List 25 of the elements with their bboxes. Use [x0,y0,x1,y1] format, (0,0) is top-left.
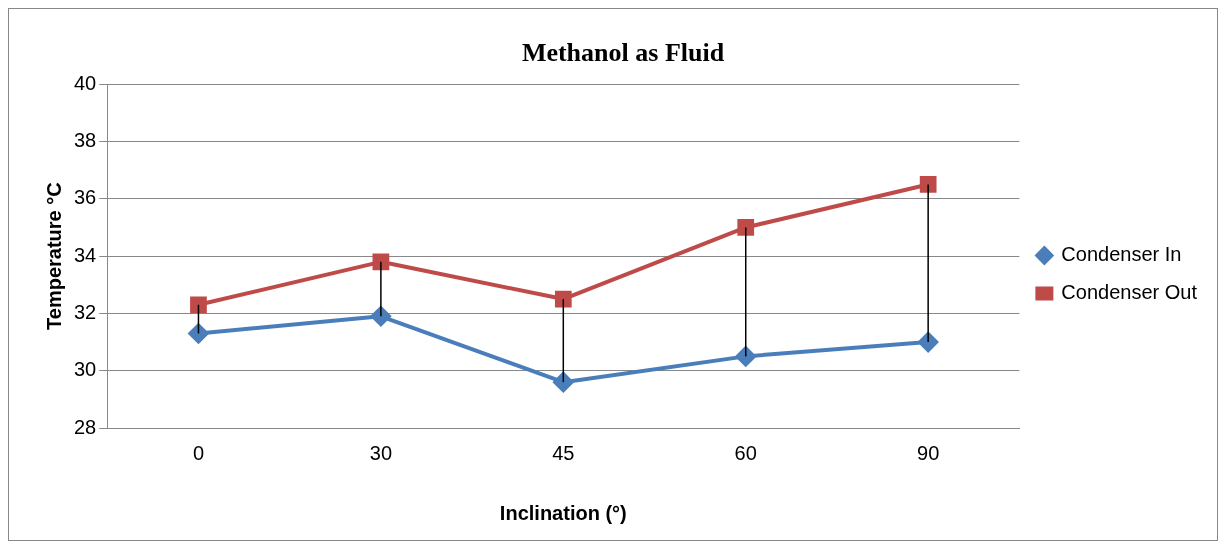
point [735,346,756,367]
y-tick-label: 38 [74,129,97,152]
x-tick-label: 30 [369,441,393,464]
legend-label: Condenser In [1061,243,1182,266]
y-axis-title: Temperature °C [42,182,65,330]
point [554,290,572,308]
point [737,219,755,236]
x-axis-title: Inclination (°) [499,501,627,524]
chart-title: Methanol as Fluid [521,38,725,68]
y-tick-label: 36 [74,186,97,209]
point [190,296,207,314]
y-tick-label: 28 [74,415,97,438]
x-tick-label: 45 [552,441,575,464]
point [372,253,390,271]
y-tick-label: 34 [74,243,97,266]
point [188,323,209,344]
y-tick-label: 40 [74,71,97,94]
y-tick-label: 30 [74,358,97,381]
x-tick-label: 0 [192,441,205,464]
x-tick-label: 60 [734,441,757,464]
point [919,176,937,193]
y-tick-label: 32 [74,300,97,323]
point [553,372,574,393]
x-tick-label: 90 [917,441,940,464]
legend-label: Condenser Out [1061,281,1198,304]
